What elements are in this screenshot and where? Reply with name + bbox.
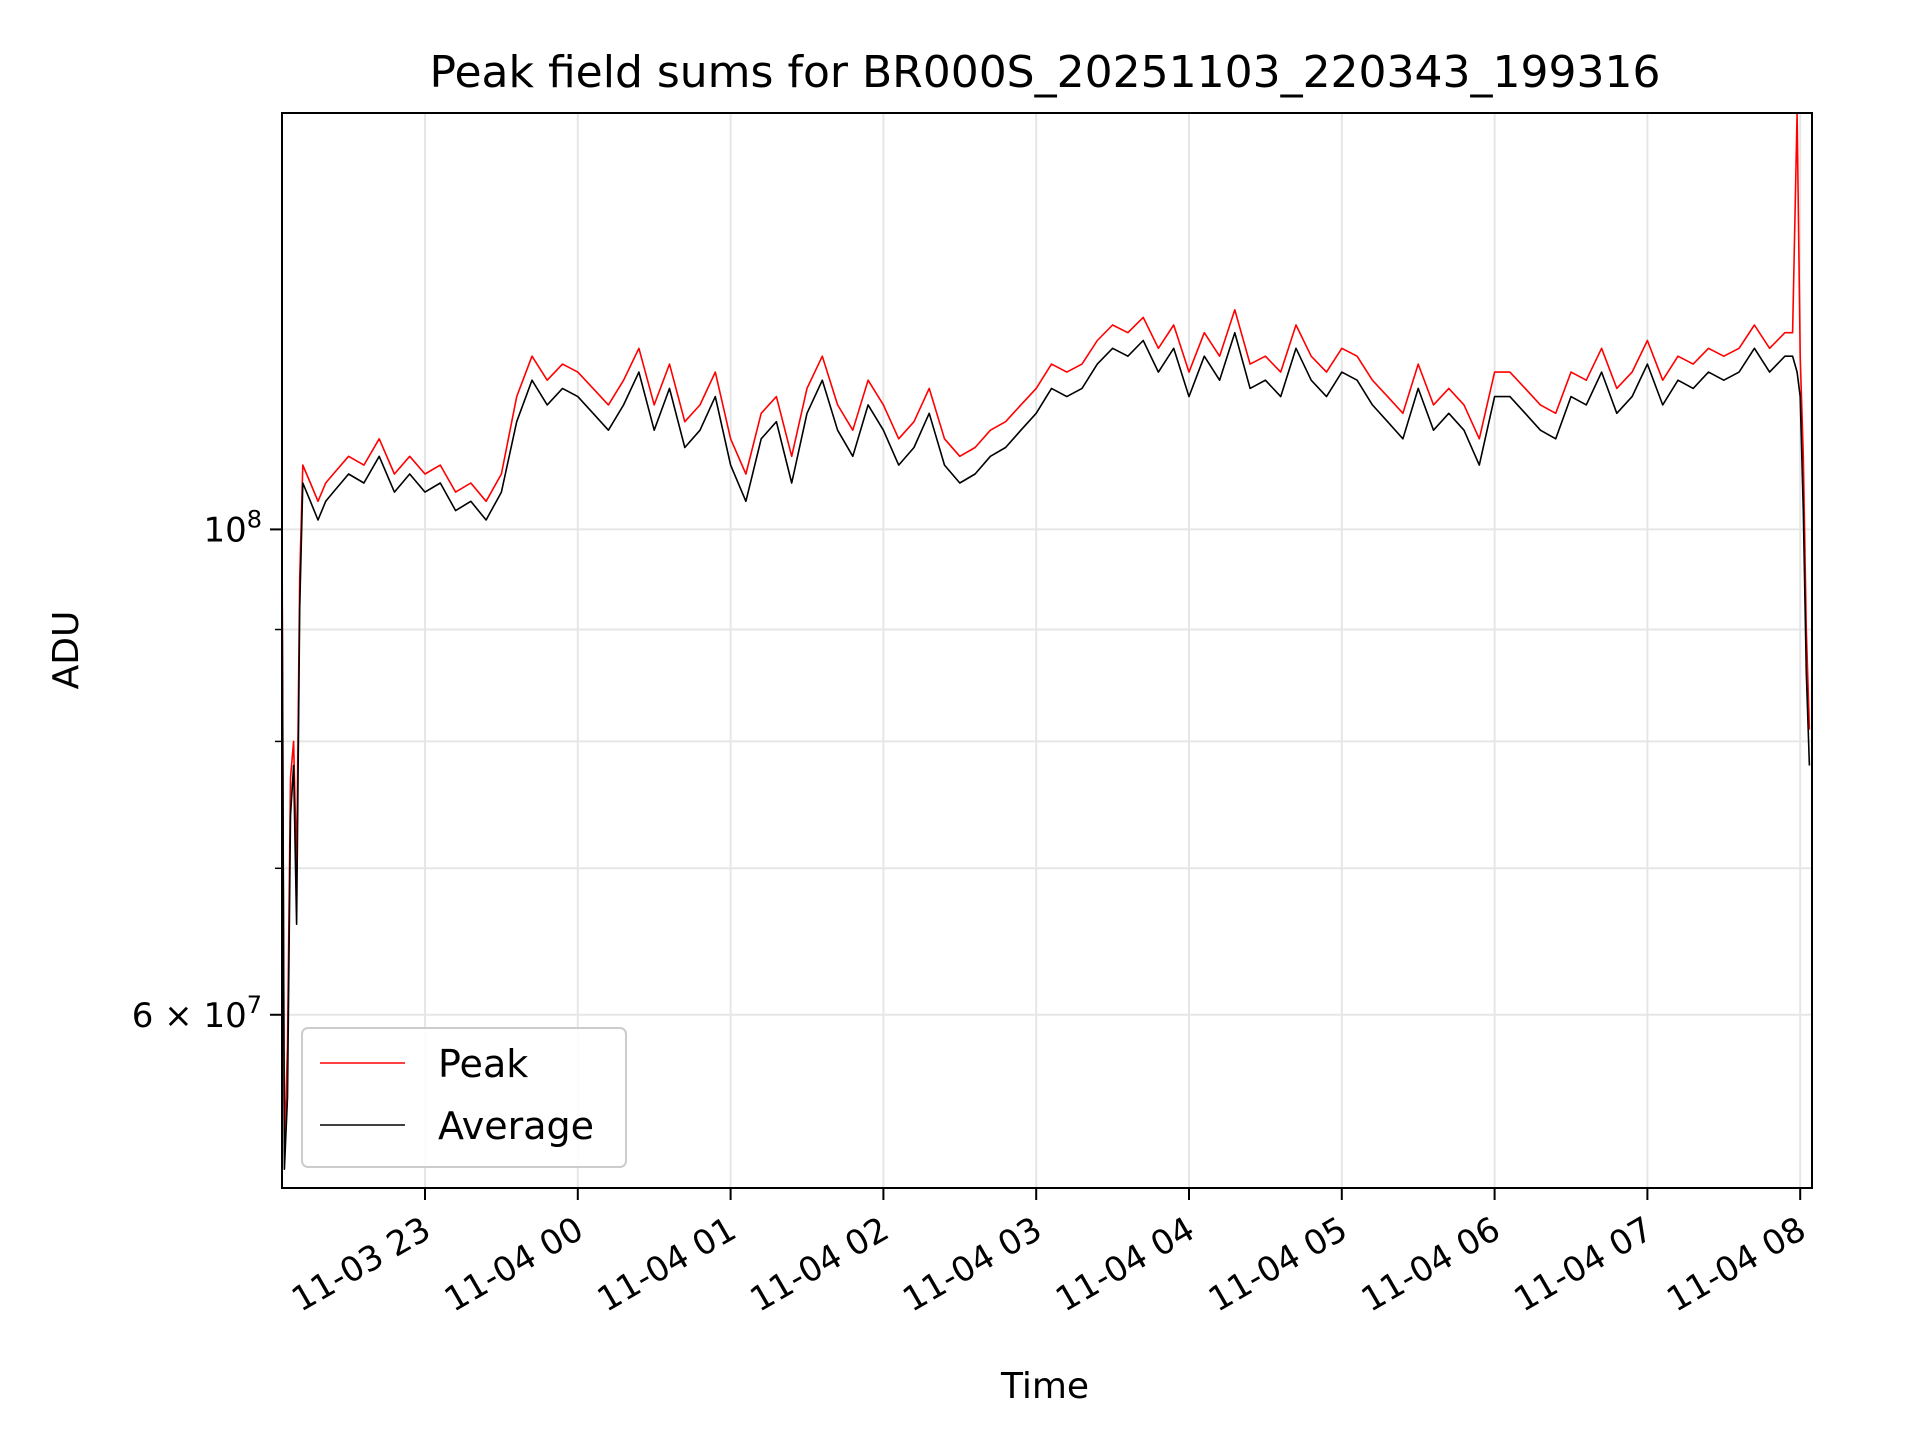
series-layer — [282, 113, 1811, 1170]
y-axis-ticks: 108 6 × 107 — [132, 505, 282, 1036]
legend-label-peak: Peak — [438, 1042, 528, 1086]
gridlines — [282, 113, 1812, 1188]
y-axis-label: ADU — [46, 611, 87, 690]
plot-area-frame — [281, 112, 1813, 1189]
x-axis-label: Time — [1000, 1366, 1089, 1407]
y-tick-label: 108 — [203, 505, 262, 550]
legend-label-average: Average — [438, 1104, 594, 1148]
chart-title: Peak field sums for BR000S_20251103_2203… — [429, 47, 1660, 98]
y-tick-label: 6 × 107 — [132, 991, 262, 1036]
series-line-average — [282, 331, 1811, 1170]
legend: Peak Average — [301, 1027, 627, 1168]
series-line-peak — [282, 113, 1811, 1152]
